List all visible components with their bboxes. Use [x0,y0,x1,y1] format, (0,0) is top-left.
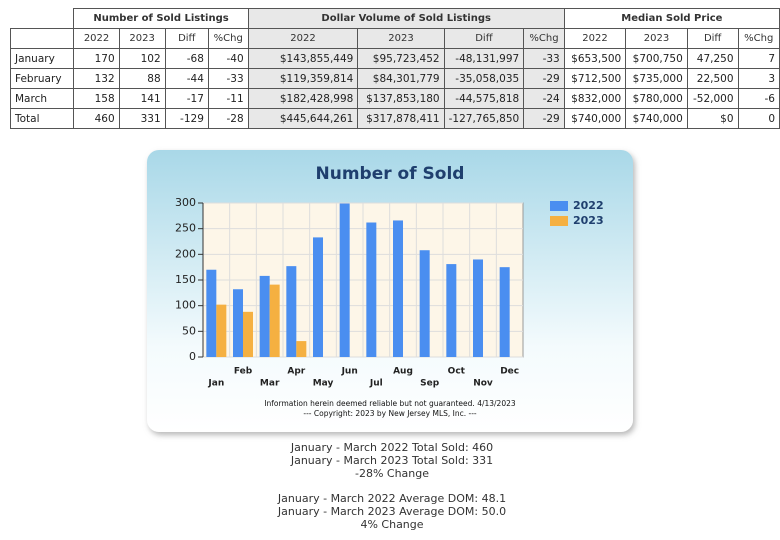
cell: -29 [523,68,565,89]
y-tick-label: 50 [182,324,196,337]
cell: -44,575,818 [443,88,525,109]
cell: 460 [73,108,120,129]
cell: -28 [207,108,249,129]
bar [393,220,403,357]
legend-label: 2023 [573,214,604,227]
bar [243,311,253,357]
cell: -68 [164,48,209,69]
cell: March [9,88,75,109]
x-tick-label: Nov [473,379,493,389]
bar [366,222,377,357]
x-tick-label: Mar [260,379,280,389]
legend-swatch [550,216,568,226]
cell: -33 [523,48,565,69]
header-cell: 2023 [357,28,445,49]
footnote: --- Copyright: 2023 by New Jersey MLS, I… [303,409,477,418]
cell: $780,000 [625,88,688,109]
cell: -24 [523,88,565,109]
cell: 0 [737,108,780,129]
summary-line: -28% Change [355,467,429,480]
legend-swatch [550,201,568,211]
bar [446,264,457,357]
x-tick-label: Jan [207,379,224,389]
bar [296,341,307,357]
x-tick-label: May [313,379,334,389]
cell: -48,131,997 [443,48,525,69]
cell: $740,000 [563,108,627,129]
cell: $137,853,180 [357,88,445,109]
header-cell: Dollar Volume of Sold Listings [247,8,565,29]
cell: 331 [118,108,166,129]
summary-line: 4% Change [360,518,423,531]
summary-line: January - March 2022 Total Sold: 460 [290,441,493,454]
bar [499,267,510,357]
bar [233,289,243,357]
y-tick-label: 150 [175,273,196,286]
cell: $84,301,779 [357,68,445,89]
x-tick-label: Oct [448,367,466,377]
cell: $712,500 [563,68,627,89]
y-tick-label: 100 [175,299,196,312]
cell: February [9,68,75,89]
cell: $445,644,261 [247,108,359,129]
header-cell: Diff [443,28,525,49]
cell: $182,428,998 [247,88,359,109]
bar [259,275,270,357]
cell: $735,000 [625,68,688,89]
summary-line: January - March 2022 Average DOM: 48.1 [277,492,506,505]
cell: -129 [164,108,209,129]
summary-line: January - March 2023 Average DOM: 50.0 [277,505,506,518]
y-tick-label: 250 [175,222,196,235]
x-tick-label: Jul [369,379,383,389]
cell: $700,750 [625,48,688,69]
bar [206,269,217,357]
x-tick-label: Jun [341,367,358,377]
y-tick-label: 0 [189,350,196,363]
x-tick-label: Dec [500,367,519,377]
x-tick-label: Feb [234,367,253,377]
y-tick-label: 200 [175,247,196,260]
bar [313,237,323,357]
bar [473,259,483,357]
cell: Total [9,108,75,129]
cell: -40 [207,48,249,69]
footnote: Information herein deemed reliable but n… [264,399,516,408]
x-tick-label: Aug [393,367,413,377]
bar [216,304,227,357]
cell: $317,878,411 [357,108,445,129]
cell: -29 [523,108,565,129]
bar [286,266,297,357]
cell: -11 [207,88,249,109]
cell: $832,000 [563,88,627,109]
x-tick-label: Apr [287,367,305,377]
legend-label: 2022 [573,199,604,212]
stats-table: Number of Sold Listings Dollar Volume of … [9,8,780,129]
cell: 141 [118,88,166,109]
cell: January [9,48,75,69]
bar [269,284,280,357]
y-tick-label: 300 [175,196,196,209]
cell: -35,058,035 [443,68,525,89]
bar [419,250,430,357]
summary-line: January - March 2023 Total Sold: 331 [290,454,493,467]
x-tick-label: Sep [420,379,440,389]
header-cell: %Chg [523,28,565,49]
chart-title: Number of Sold [316,164,465,184]
cell: $143,855,449 [247,48,359,69]
cell: -127,765,850 [443,108,525,129]
bar [339,203,350,357]
